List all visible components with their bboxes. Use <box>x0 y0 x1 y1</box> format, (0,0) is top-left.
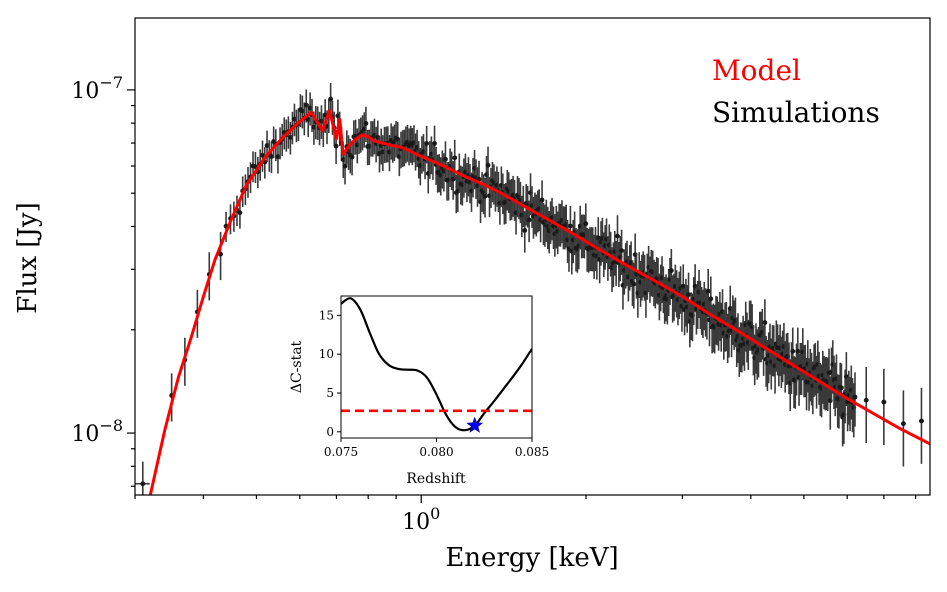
data-point <box>264 143 270 148</box>
inset-x-tick-label: 0.085 <box>515 445 549 459</box>
simulation-point <box>485 146 491 187</box>
data-point <box>328 96 334 102</box>
data-point <box>526 217 532 223</box>
data-point <box>863 397 869 403</box>
data-point <box>349 154 355 160</box>
inset-plot-marks <box>341 297 532 432</box>
data-point <box>881 399 887 405</box>
data-point <box>900 421 906 427</box>
data-point <box>275 154 281 160</box>
inset-y-tick-label: 15 <box>319 308 334 322</box>
inset-best-fit-star <box>466 416 484 433</box>
inset-axis-ticks: 0.075 0.080 0.085 0 5 10 15 <box>319 308 549 459</box>
simulation-point <box>686 272 691 321</box>
data-point <box>795 348 801 354</box>
data-point <box>288 135 293 140</box>
simulation-point <box>790 327 796 380</box>
legend-entry-model: Model <box>712 54 801 87</box>
main-plot-marks <box>135 83 930 495</box>
data-point <box>140 481 146 487</box>
inset-x-axis-title: Redshift <box>406 471 466 487</box>
y-tick-label: 10−7 <box>71 73 123 104</box>
inset-plot: 0.075 0.080 0.085 0 5 10 15 Redshift ΔC-stat <box>289 295 549 487</box>
data-point <box>539 197 545 203</box>
data-point <box>680 283 686 289</box>
inset-x-tick-label: 0.075 <box>324 445 358 459</box>
data-point <box>839 385 844 391</box>
legend-entry-simulations: Simulations <box>712 96 880 129</box>
data-point <box>686 292 691 298</box>
data-point <box>333 143 339 149</box>
simulation-point <box>135 461 150 495</box>
data-point <box>237 210 243 216</box>
data-point <box>583 221 589 227</box>
inset-y-tick-label: 5 <box>326 386 334 400</box>
y-axis-title: Flux [Jy] <box>13 202 43 313</box>
data-point <box>522 228 528 233</box>
simulation-point <box>863 366 869 444</box>
inset-y-axis-title: ΔC-stat <box>289 340 305 393</box>
simulation-point <box>218 232 223 281</box>
data-point <box>260 152 265 158</box>
simulation-point <box>680 264 686 312</box>
data-point <box>619 248 624 253</box>
simulation-point <box>522 211 528 253</box>
inset-y-tick-label: 0 <box>326 425 334 439</box>
data-point <box>432 141 437 146</box>
model-line <box>148 109 930 495</box>
y-tick-label: 10−8 <box>71 416 123 447</box>
x-tick-label: 100 <box>402 504 440 535</box>
data-point <box>919 418 924 424</box>
data-point <box>568 223 573 229</box>
data-point <box>443 156 448 162</box>
simulation-point <box>900 390 906 467</box>
simulation-point <box>349 140 355 176</box>
data-point <box>363 121 369 126</box>
main-plot-frame <box>134 17 931 496</box>
simulation-point <box>615 215 620 261</box>
data-point <box>218 251 223 257</box>
data-point <box>485 162 491 168</box>
simulation-point <box>595 217 601 262</box>
inset-y-tick-label: 10 <box>319 347 334 361</box>
data-point <box>424 141 430 146</box>
simulation-point <box>568 206 573 250</box>
simulation-point <box>705 268 711 318</box>
data-point <box>852 394 858 400</box>
inset-x-tick-label: 0.080 <box>419 445 453 459</box>
simulation-point <box>795 327 801 380</box>
simulation-point <box>708 276 714 326</box>
data-point <box>708 296 714 302</box>
inset-plot-background <box>341 296 532 438</box>
data-point <box>269 154 274 159</box>
data-point <box>342 163 348 169</box>
simulation-point <box>260 140 265 172</box>
data-point <box>631 281 637 287</box>
simulation-point <box>432 125 437 164</box>
data-point <box>595 235 601 241</box>
simulation-point <box>852 372 858 427</box>
simulation-point <box>342 149 348 185</box>
simulation-point <box>881 368 887 445</box>
data-point <box>615 233 620 239</box>
simulation-point <box>762 299 768 351</box>
data-point <box>762 320 768 325</box>
simulation-point <box>275 141 281 174</box>
simulation-point <box>269 141 274 174</box>
simulation-point <box>839 363 844 418</box>
simulation-point <box>919 387 924 464</box>
x-axis-title: Energy [keV] <box>445 543 618 573</box>
simulation-point <box>443 141 448 180</box>
inset-cstat-curve <box>341 297 532 432</box>
simulation-point <box>619 229 624 275</box>
data-point <box>790 348 796 354</box>
data-point <box>705 288 711 294</box>
data-point <box>452 155 458 161</box>
simulation-point <box>668 248 674 296</box>
data-point <box>668 268 674 274</box>
